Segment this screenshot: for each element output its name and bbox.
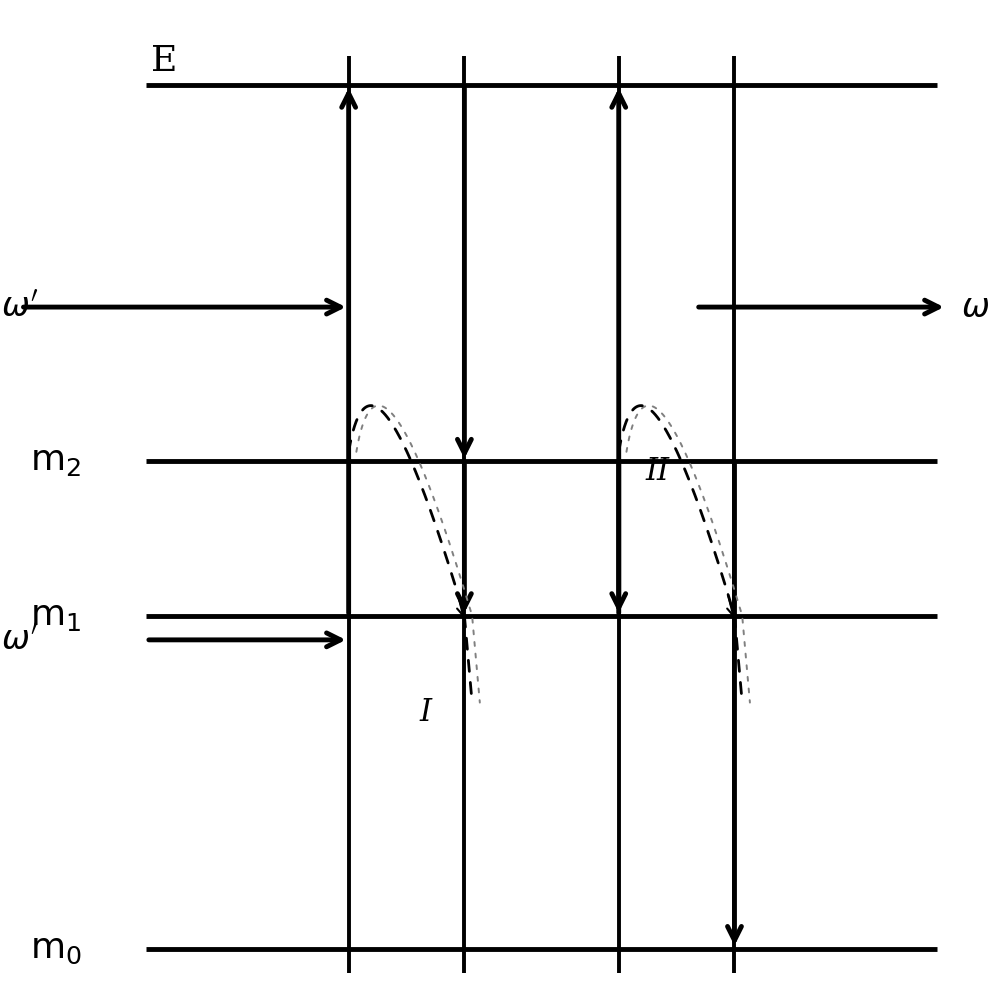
Text: I: I <box>420 697 432 728</box>
Text: $\mathrm{m}_2$: $\mathrm{m}_2$ <box>31 444 81 478</box>
Text: $\omega'$: $\omega'$ <box>1 291 39 324</box>
Text: $\mathrm{m}_0$: $\mathrm{m}_0$ <box>31 932 82 966</box>
Text: $\mathrm{m}_1$: $\mathrm{m}_1$ <box>31 599 81 633</box>
Text: $\omega'$: $\omega'$ <box>1 623 39 656</box>
Text: E: E <box>151 44 178 78</box>
Text: II: II <box>646 456 670 487</box>
Text: $\omega$: $\omega$ <box>961 291 990 324</box>
